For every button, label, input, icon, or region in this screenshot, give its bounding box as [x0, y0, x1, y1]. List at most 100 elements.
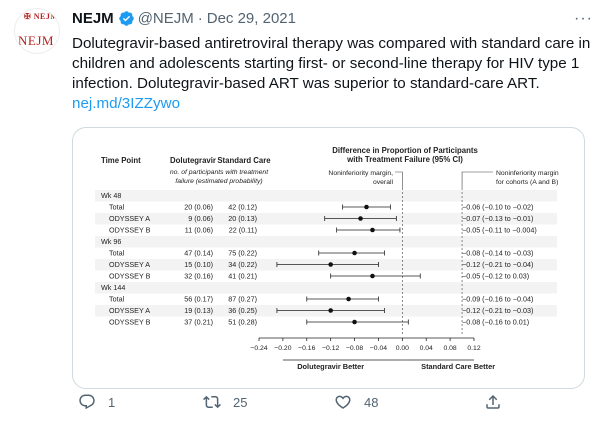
point-estimate: [328, 308, 333, 313]
row-label: Total: [109, 249, 125, 258]
row-dtg-value: 20 (0.06): [184, 203, 213, 212]
retweet-count: 25: [233, 394, 248, 410]
row-soc-value: 41 (0.21): [228, 272, 257, 281]
header-difference-line2: with Treatment Failure (95% CI): [346, 155, 463, 164]
row-soc-value: 87 (0.27): [228, 295, 257, 304]
row-dtg-value: 47 (0.14): [184, 249, 213, 258]
header-sub-line1: no. of participants with treatment: [170, 169, 269, 176]
point-estimate: [352, 319, 357, 325]
row-soc-value: 42 (0.12): [228, 203, 257, 212]
annotation-overall-line2: overall: [373, 179, 394, 186]
point-estimate: [364, 204, 369, 210]
x-tick-label: 0.04: [420, 345, 433, 352]
header-dolutegravir: Dolutegravir: [170, 156, 216, 165]
tweet-media-chart[interactable]: Time Point Dolutegravir Standard Care Diffe…: [72, 127, 585, 389]
share-icon: [486, 394, 500, 409]
row-ci-text: −0.05 (−0.12 to 0.03): [462, 272, 529, 281]
row-ci-text: −0.08 (−0.16 to 0.01): [462, 318, 529, 327]
row-dtg-value: 11 (0.06): [185, 226, 213, 235]
reply-icon: [79, 394, 95, 410]
x-tick-label: −0.08: [346, 345, 363, 352]
separator-dot: ·: [197, 10, 203, 27]
x-tick-label: −0.20: [274, 345, 291, 352]
row-soc-value: 22 (0.11): [229, 226, 257, 235]
annotation-cohort-line1: Noninferiority margin: [496, 170, 559, 177]
row-label: ODYSSEY A: [109, 214, 150, 223]
point-estimate: [370, 273, 375, 279]
row-soc-value: 20 (0.13): [228, 214, 257, 223]
share-button[interactable]: [484, 393, 502, 411]
header-difference-line1: Difference in Proportion of Participants: [332, 146, 478, 155]
group-band: [95, 190, 557, 202]
row-label: ODYSSEY B: [109, 226, 151, 235]
x-tick-label: −0.12: [322, 345, 339, 352]
tweet-date[interactable]: Dec 29, 2021: [206, 10, 296, 27]
avatar[interactable]: ✠ NEJM NEJM: [14, 8, 60, 54]
group-label: Wk 144: [101, 283, 125, 292]
reply-button[interactable]: 1: [78, 393, 115, 411]
author-handle[interactable]: @NEJM: [137, 10, 194, 27]
row-label: ODYSSEY B: [109, 318, 151, 327]
tweet-text: Dolutegravir-based antiretroviral therap…: [72, 34, 592, 114]
group-band: [95, 282, 557, 294]
avatar-logo: NEJM: [18, 33, 54, 48]
x-tick-label: −0.16: [298, 345, 315, 352]
annotation-overall-line1: Noninferiority margin,: [328, 170, 393, 177]
row-dtg-value: 15 (0.10): [184, 260, 213, 269]
point-estimate: [346, 296, 351, 302]
point-estimate: [328, 262, 333, 267]
row-label: Total: [109, 203, 125, 212]
group-band: [95, 236, 557, 248]
row-dtg-value: 19 (0.13): [184, 306, 213, 315]
leader-overall: [395, 171, 403, 190]
row-ci-text: −0.07 (−0.13 to −0.01): [462, 214, 533, 223]
group-label: Wk 96: [101, 237, 121, 246]
header-sub-line2: failure (estimated probability): [175, 178, 262, 185]
row-label: ODYSSEY B: [109, 272, 151, 281]
header-time-point: Time Point: [101, 156, 141, 165]
header-standard-care: Standard Care: [217, 156, 271, 165]
retweet-button[interactable]: 25: [203, 393, 247, 411]
group-label: Wk 48: [101, 191, 121, 200]
x-tick-label: 0.00: [396, 345, 409, 352]
reply-count: 1: [108, 394, 116, 410]
retweet-icon: [203, 395, 221, 409]
x-tick-label: 0.08: [443, 345, 456, 352]
row-label: ODYSSEY A: [109, 306, 150, 315]
like-icon: [335, 395, 351, 409]
point-estimate: [352, 250, 357, 256]
row-label: ODYSSEY A: [109, 260, 150, 269]
forest-plot: Time Point Dolutegravir Standard Care Diffe…: [95, 146, 559, 371]
more-icon[interactable]: ···: [574, 10, 593, 27]
verified-badge-icon: [118, 11, 134, 26]
annotation-cohort-line2: for cohorts (A and B): [496, 179, 558, 186]
tweet-link[interactable]: nej.md/3IZZywo: [72, 95, 181, 112]
leader-cohort: [461, 171, 493, 190]
row-ci-text: −0.06 (−0.10 to −0.02): [462, 203, 533, 212]
x-tick-label: −0.24: [250, 345, 267, 352]
row-soc-value: 36 (0.25): [228, 306, 257, 315]
like-count: 48: [364, 394, 379, 410]
row-soc-value: 34 (0.22): [228, 260, 257, 269]
tweet-header: NEJM @NEJM · Dec 29, 2021: [72, 10, 296, 27]
row-ci-text: −0.12 (−0.21 to −0.04): [462, 260, 533, 269]
row-dtg-value: 9 (0.06): [188, 214, 213, 223]
point-estimate: [358, 216, 363, 221]
row-dtg-value: 56 (0.17): [184, 295, 213, 304]
row-dtg-value: 32 (0.16): [184, 272, 213, 281]
author-name[interactable]: NEJM: [72, 10, 114, 27]
like-button[interactable]: 48: [334, 393, 378, 411]
row-dtg-value: 37 (0.21): [184, 318, 213, 327]
x-label-left: Dolutegravir Better: [297, 362, 364, 371]
avatar-seal: ✠ NEJM: [24, 12, 59, 21]
row-soc-value: 51 (0.28): [228, 318, 257, 327]
point-estimate: [370, 227, 375, 233]
tweet-body: Dolutegravir-based antiretroviral therap…: [72, 35, 591, 92]
row-label: Total: [109, 295, 125, 304]
row-ci-text: −0.09 (−0.16 to −0.04): [462, 295, 533, 304]
x-tick-label: 0.12: [467, 345, 480, 352]
row-soc-value: 75 (0.22): [228, 249, 257, 258]
row-ci-text: −0.05 (−0.11 to −0.004): [462, 226, 537, 235]
row-ci-text: −0.08 (−0.14 to −0.03): [462, 249, 533, 258]
row-ci-text: −0.12 (−0.21 to −0.03): [462, 306, 533, 315]
